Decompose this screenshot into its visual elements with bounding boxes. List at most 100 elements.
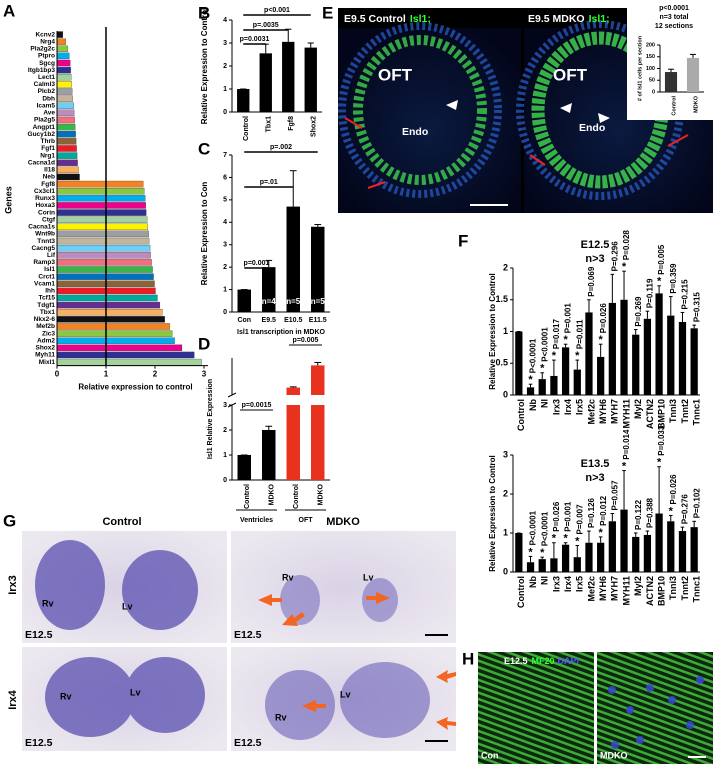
- bar: [526, 387, 535, 395]
- bar: [56, 159, 78, 166]
- bar: [667, 315, 675, 395]
- bar: [667, 521, 675, 572]
- bar: [56, 109, 75, 117]
- image-title: E12.5 MF20 DAPI: [504, 656, 579, 666]
- y-tick-label: 0: [652, 89, 655, 95]
- gene-label: Runx3: [35, 195, 55, 202]
- gene-label: Mef2b: [36, 323, 55, 330]
- bar: [538, 379, 546, 395]
- bar: [56, 266, 153, 273]
- significance-star: *: [563, 533, 568, 545]
- panel-letter: B: [198, 3, 210, 22]
- bar: [632, 536, 640, 572]
- bar: [56, 45, 68, 53]
- region-label: Lv: [130, 687, 141, 697]
- gene-label: Tcf15: [39, 295, 56, 302]
- x-tick-label: MDKO: [318, 483, 325, 505]
- gene-label: Ramp3: [33, 259, 55, 266]
- y-tick-label: 0.5: [495, 358, 508, 368]
- chart-subtitle: n>3: [585, 253, 604, 265]
- column-title: Control: [102, 516, 141, 528]
- gene-label: Nrg4: [40, 38, 55, 45]
- gene-label: Myh11: [35, 352, 55, 359]
- p-value: P=0.028: [622, 230, 631, 261]
- y-tick-label: 0: [223, 109, 227, 116]
- bar: [56, 66, 71, 74]
- bar: [56, 237, 150, 245]
- bar: [678, 531, 687, 572]
- bar: [655, 293, 663, 395]
- x-tick-label: MDKO: [693, 95, 699, 113]
- bar: [585, 312, 593, 395]
- region-label: Rv: [60, 691, 72, 701]
- bar: [515, 533, 523, 572]
- bar: [620, 299, 628, 395]
- bar-label: n=5: [311, 297, 326, 306]
- gene-label: Fgf8: [41, 181, 55, 188]
- region-label: Endo: [579, 122, 605, 134]
- arrowhead: [446, 100, 458, 110]
- bar: [56, 187, 145, 195]
- bar: [286, 405, 300, 480]
- significance-star: *: [599, 527, 604, 539]
- bar: [56, 95, 73, 102]
- bar-label: n=4: [262, 297, 277, 306]
- bar: [56, 223, 148, 231]
- bar: [56, 202, 146, 209]
- bar: [56, 138, 77, 145]
- bar: [56, 244, 151, 252]
- region-label: OFT: [378, 65, 413, 84]
- bar: [56, 216, 148, 223]
- bar: [237, 89, 250, 112]
- gene-label: Kcnv2: [35, 31, 55, 38]
- p-value: p=0.001: [244, 260, 270, 267]
- stage-label: E12.5: [234, 737, 262, 749]
- y-axis-label: Genes: [3, 186, 13, 214]
- y-tick-label: 150: [646, 54, 655, 60]
- x-tick-label: Control: [516, 576, 526, 608]
- gene-label: Pla2g2c: [30, 46, 55, 53]
- y-tick-label: 1.5: [495, 294, 508, 304]
- p-value: P=0.269: [634, 296, 643, 327]
- x-tick-label: MYH11: [621, 576, 631, 606]
- p-value: p=0.0031: [240, 36, 270, 43]
- bar: [690, 527, 698, 572]
- bar: [56, 358, 202, 366]
- gene-label: Ihh: [45, 288, 55, 295]
- arrow: [367, 181, 386, 189]
- p-value: p<0.001: [264, 7, 290, 14]
- bar: [56, 316, 165, 323]
- region-label: Rv: [282, 572, 294, 582]
- bar: [56, 180, 144, 188]
- bar: [632, 334, 640, 395]
- x-tick-label: Irx3: [551, 576, 561, 592]
- gene-label: Sgcg: [39, 60, 55, 67]
- p-value: P=0.315: [692, 292, 701, 323]
- p-value: P=0.014: [622, 429, 631, 460]
- gene-label: Calml3: [34, 81, 56, 88]
- region-label: Endo: [402, 126, 428, 138]
- bar: [56, 330, 173, 337]
- stain: DAPI: [558, 656, 580, 666]
- p-value: P<0.0001: [529, 510, 538, 545]
- gene-label: Lect1: [38, 74, 55, 81]
- bar: [56, 123, 76, 131]
- panel-label: MDKO: [600, 750, 628, 760]
- panel-letter: F: [458, 231, 468, 250]
- x-tick-label: MDKO: [269, 483, 276, 505]
- significance-star: *: [657, 276, 662, 288]
- y-tick-label: 0: [503, 566, 508, 576]
- p-value: P=0.276: [681, 494, 690, 525]
- bar: [56, 252, 151, 259]
- bar: [286, 387, 300, 395]
- bar: [56, 259, 152, 266]
- row-title: Irx3: [7, 575, 19, 595]
- y-axis-label: Relative Expression to Control: [200, 8, 209, 124]
- region-label: Lv: [340, 689, 351, 699]
- p-value: P=0.005: [657, 244, 666, 275]
- panel-h: E12.5 MF20 DAPI Con MDKO: [478, 652, 713, 764]
- bar: [690, 328, 698, 395]
- nuclei: [608, 676, 704, 749]
- x-tick-label: Tnnc1: [692, 399, 702, 426]
- panel-letter: H: [462, 649, 474, 668]
